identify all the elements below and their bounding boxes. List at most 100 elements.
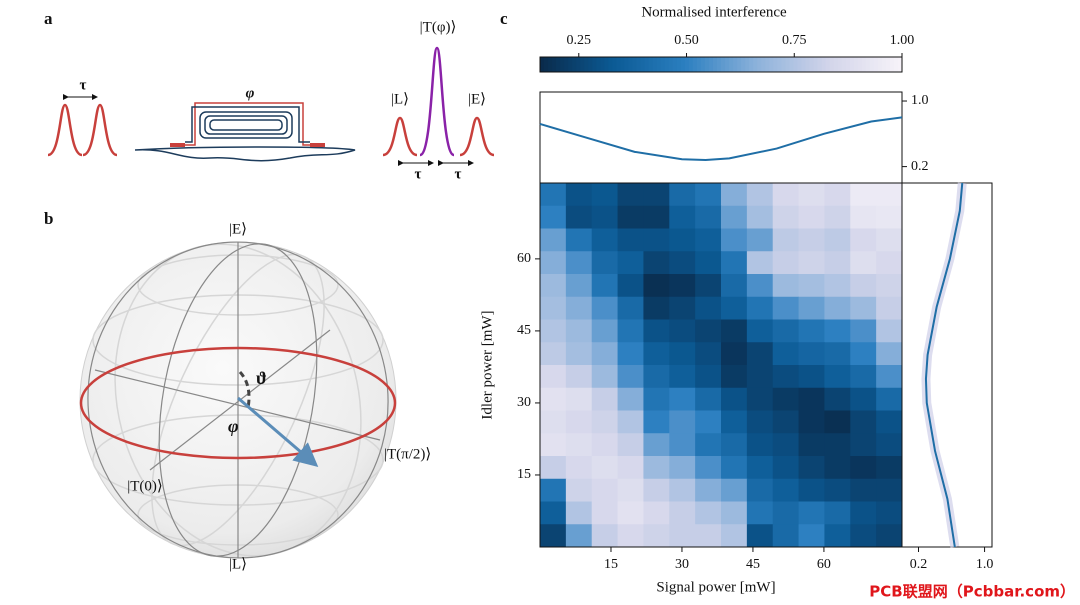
- colorbar-segment: [897, 57, 903, 72]
- colorbar-segment: [813, 57, 819, 72]
- plots: 15 30 45 60 15 30 45 60 0.25 0.50 0.75 1.00 1.0 0.2 0.…: [517, 33, 993, 572]
- heatmap-cell: [617, 365, 644, 389]
- heatmap-cell: [695, 183, 722, 207]
- heatmap-cell: [721, 251, 748, 275]
- colorbar-segment: [644, 57, 650, 72]
- heatmap-cell: [695, 251, 722, 275]
- heatmap-cell: [721, 524, 748, 548]
- heatmap-cell: [876, 478, 903, 502]
- heatmap-cell: [565, 524, 593, 548]
- heatmap-cell: [772, 205, 800, 229]
- heatmap-cell: [540, 501, 567, 525]
- heatmap-cell: [876, 205, 903, 229]
- y-axis-label: Idler power [mW]: [479, 310, 495, 419]
- heatmap-cell: [824, 478, 851, 502]
- colorbar-segment: [692, 57, 698, 72]
- colorbar-segment: [620, 57, 625, 72]
- heatmap-cell: [746, 251, 774, 275]
- heatmap-cell: [617, 410, 644, 434]
- colorbar-segment: [841, 57, 847, 72]
- heatmap-cell: [798, 205, 825, 229]
- colorbar-segment: [552, 57, 557, 72]
- colorbar-segment: [616, 57, 621, 72]
- colorbar-segment: [845, 57, 851, 72]
- line: [924, 182, 964, 548]
- heatmap-cell: [540, 433, 567, 457]
- heatmap-cell: [591, 365, 619, 389]
- pulse: [47, 103, 83, 157]
- heatmap-cell: [746, 319, 774, 343]
- colorbar-segment: [837, 57, 843, 72]
- colorbar-segment: [560, 57, 565, 72]
- heatmap-cell: [643, 274, 670, 298]
- plot-frame: [901, 182, 993, 548]
- heatmap-cell: [746, 274, 774, 298]
- heatmap-cell: [876, 410, 903, 434]
- colorbar-segment: [801, 57, 806, 72]
- heatmap-cell: [850, 342, 877, 366]
- state-vector: [237, 396, 319, 467]
- colorbar-segment: [576, 57, 581, 72]
- x-tick-label: 0.2: [910, 557, 928, 572]
- colorbar-segment: [729, 57, 734, 72]
- panel-label: b: [44, 209, 53, 228]
- heatmap-cell: [721, 183, 748, 207]
- colorbar-segment: [881, 57, 887, 72]
- heatmap-cell: [772, 501, 800, 525]
- colorbar-segment: [540, 57, 545, 72]
- heatmap-cell: [876, 433, 903, 457]
- y-tick-label: 0.2: [911, 159, 929, 174]
- heatmap-cell: [746, 342, 774, 366]
- colorbar-segment: [688, 57, 694, 72]
- colorbar-segment: [817, 57, 823, 72]
- equator: [79, 346, 397, 460]
- heatmap-cell: [565, 365, 593, 389]
- colorbar-segment: [604, 57, 609, 72]
- heatmap-cell: [876, 524, 903, 548]
- heatmap-cell: [643, 228, 670, 252]
- colorbar-segment: [564, 57, 569, 72]
- heatmap-cell: [617, 501, 644, 525]
- heatmap-cell: [772, 478, 800, 502]
- heatmap-cell: [540, 478, 567, 502]
- heatmap-cell: [721, 456, 748, 480]
- colorbar-segment: [700, 57, 706, 72]
- heatmap-cell: [746, 456, 774, 480]
- label: φ: [246, 85, 255, 101]
- heatmap-cell: [798, 342, 825, 366]
- colorbar-segment: [676, 57, 682, 72]
- heatmap-cell: [824, 319, 851, 343]
- colorbar-segment: [716, 57, 722, 72]
- heatmap-cell: [850, 274, 877, 298]
- heatmap-cell: [617, 205, 644, 229]
- heatmap-cell: [850, 319, 877, 343]
- heatmap-cell: [772, 365, 800, 389]
- heatmap-cell: [565, 183, 593, 207]
- colorbar-segment: [712, 57, 718, 72]
- heatmap-cell: [540, 274, 567, 298]
- heatmap-cell: [824, 433, 851, 457]
- heatmap-cell: [850, 228, 877, 252]
- colorbar-segment: [652, 57, 658, 72]
- heatmap-cell: [695, 296, 722, 320]
- colorbar-segment: [753, 57, 758, 72]
- heatmap-cell: [798, 319, 825, 343]
- heatmap-cell: [850, 365, 877, 389]
- heatmap-cell: [850, 433, 877, 457]
- heatmap-cell: [695, 205, 722, 229]
- heatmap-cell: [591, 387, 619, 411]
- label: |T(φ)⟩: [420, 19, 457, 35]
- y-tick-label: 1.0: [911, 93, 929, 108]
- heatmap-cell: [876, 251, 903, 275]
- label: |L⟩: [229, 556, 247, 572]
- plot-frame: [539, 91, 903, 184]
- heatmap-cell: [798, 274, 825, 298]
- heatmap-cell: [850, 456, 877, 480]
- heatmap-cell: [850, 478, 877, 502]
- heatmap-cell: [591, 205, 619, 229]
- heatmap-cell: [669, 456, 696, 480]
- colorbar-segment: [741, 57, 746, 72]
- coupler: [310, 143, 325, 147]
- heatmap-cell: [876, 456, 903, 480]
- heatmap-cell: [721, 319, 748, 343]
